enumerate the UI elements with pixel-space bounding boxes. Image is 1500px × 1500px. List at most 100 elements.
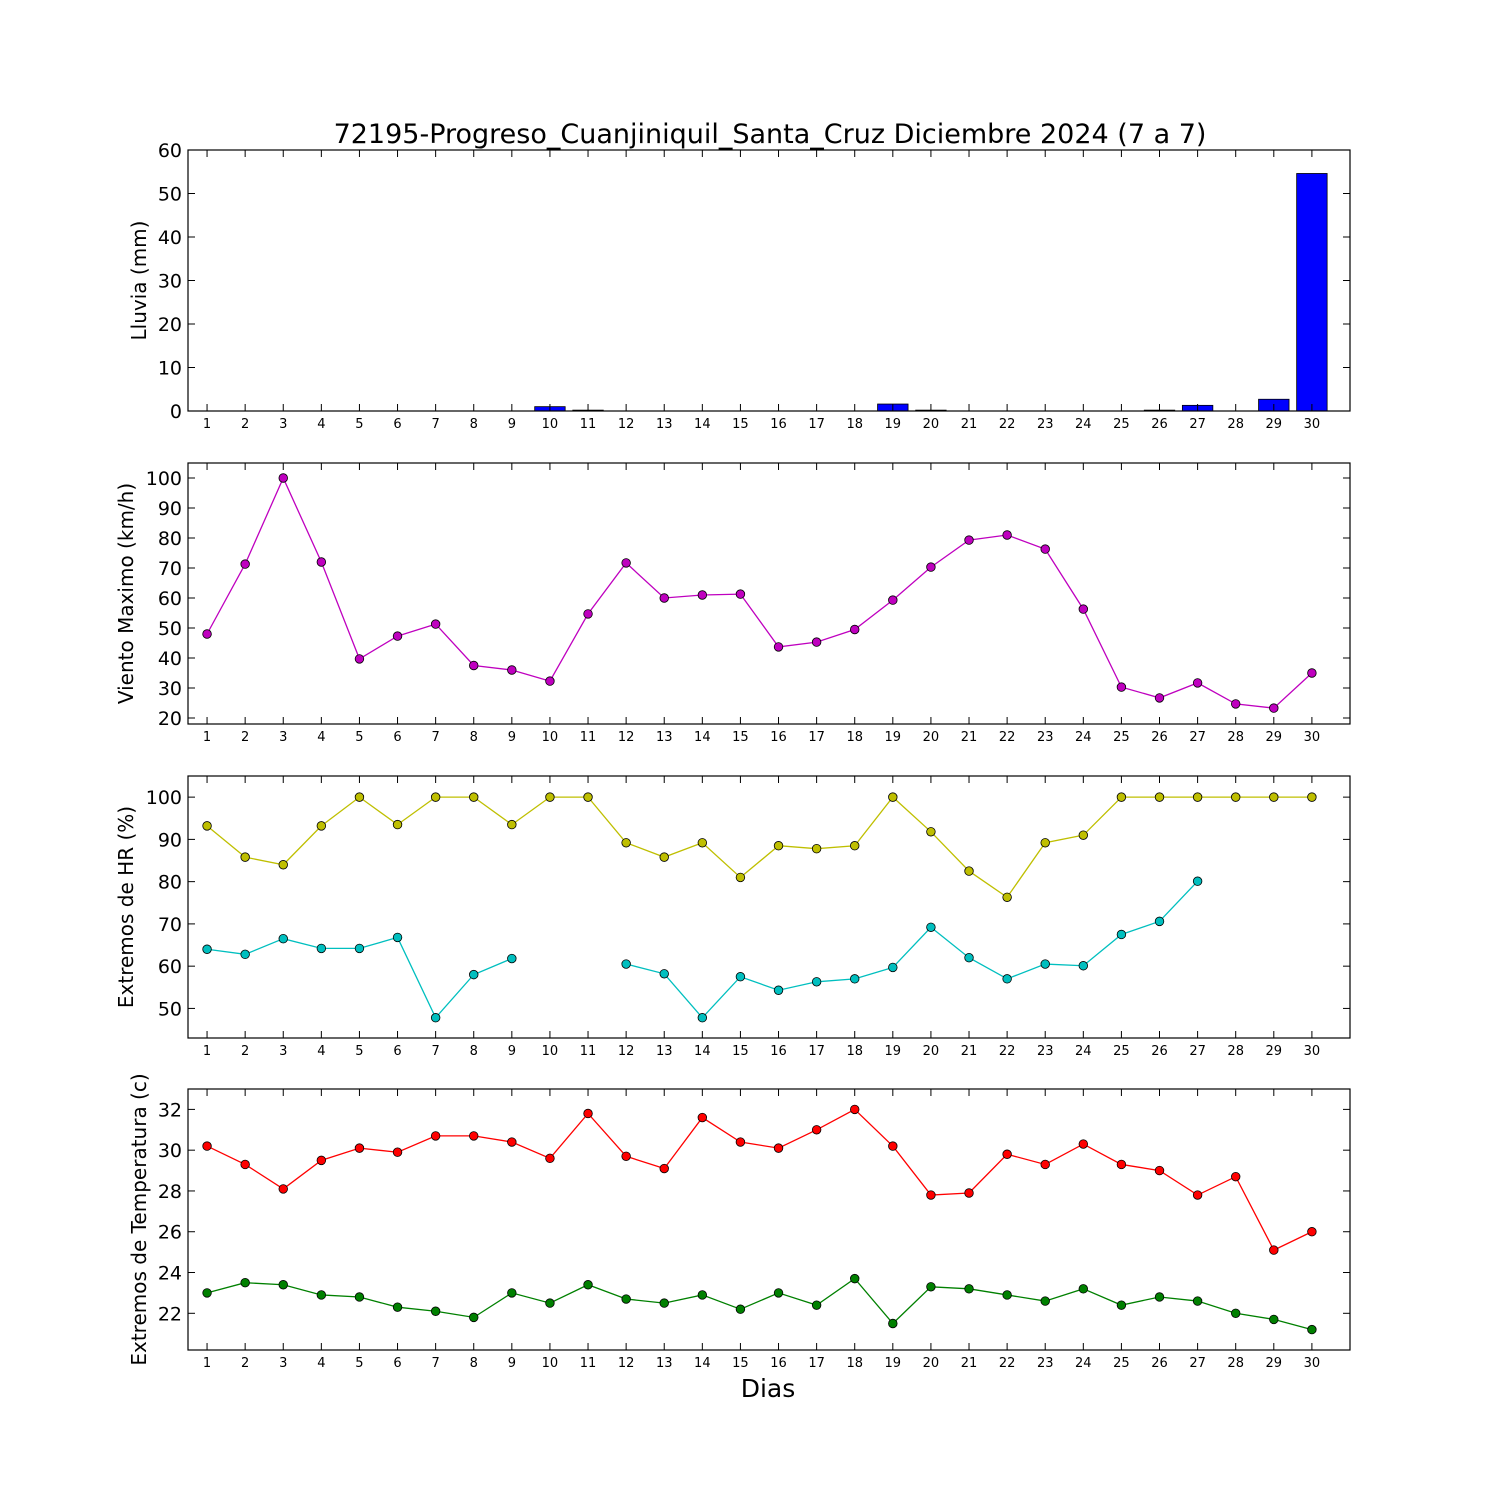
x-tick-label: 5	[355, 1356, 363, 1371]
series-1-point-day-26	[1154, 693, 1165, 703]
y-tick-label: 40	[158, 227, 182, 249]
x-tick-label: 26	[1151, 1356, 1168, 1371]
x-tick-label: 25	[1113, 1044, 1130, 1059]
x-tick-label: 18	[846, 1044, 863, 1059]
x-tick-label: 12	[618, 417, 635, 432]
series-1-point-day-9	[507, 819, 517, 830]
x-tick-label: 16	[770, 730, 787, 745]
x-tick-label: 20	[923, 417, 940, 432]
y-tick-label: 30	[158, 678, 182, 700]
x-tick-label: 14	[694, 1356, 711, 1371]
x-tick-label: 1	[203, 417, 211, 432]
x-tick-label: 29	[1266, 730, 1283, 745]
series-2-point-day-14	[697, 1013, 708, 1023]
y-tick-label: 40	[158, 648, 182, 670]
x-tick-label: 12	[618, 1044, 635, 1059]
x-tick-label: 6	[393, 417, 401, 432]
x-tick-label: 9	[508, 1044, 516, 1059]
x-tick-label: 19	[885, 417, 902, 432]
series-2-point-day-25	[1116, 929, 1127, 940]
series-1-point-day-24	[1078, 604, 1089, 614]
series-2-point-day-22	[1002, 974, 1012, 984]
x-tick-label: 26	[1151, 1044, 1168, 1059]
series-1-point-day-22	[1002, 530, 1012, 540]
x-tick-label: 24	[1075, 1044, 1092, 1059]
series-2-point-day-23	[1040, 959, 1050, 969]
series-1-line-1	[206, 476, 1313, 709]
series-1-point-day-12	[621, 558, 631, 568]
x-tick-label: 24	[1075, 1356, 1092, 1371]
chart-title: 72195-Progreso_Cuanjiniquil_Santa_Cruz D…	[334, 119, 1207, 150]
series-1-point-day-18	[850, 1104, 860, 1115]
series-1-point-day-15	[735, 589, 746, 599]
series-1-point-day-27	[1192, 792, 1203, 802]
x-tick-label: 11	[580, 1356, 597, 1371]
x-tick-label: 23	[1037, 730, 1054, 745]
x-tick-label: 30	[1304, 1356, 1321, 1371]
x-tick-label: 3	[279, 1356, 287, 1371]
series-1-point-day-14	[697, 1112, 708, 1123]
x-tick-label: 9	[508, 417, 516, 432]
series-2-point-day-14	[697, 1290, 708, 1300]
series-1-point-day-17	[811, 637, 822, 647]
x-tick-label: 11	[580, 730, 597, 745]
x-tick-label: 17	[808, 1044, 825, 1059]
series-2-line-2	[625, 880, 1199, 1019]
x-tick-label: 22	[999, 730, 1016, 745]
series-1-point-day-30	[1307, 792, 1317, 802]
series-1-point-day-16	[773, 1143, 784, 1153]
series-1-point-day-21	[964, 535, 974, 545]
series-2-point-day-12	[621, 959, 631, 969]
x-tick-label: 12	[618, 1356, 635, 1371]
x-tick-label: 29	[1266, 1044, 1283, 1059]
y-axis-label: Extremos de Temperatura (c)	[127, 1073, 151, 1365]
series-1-point-day-29	[1269, 792, 1279, 802]
series-1-point-day-1	[202, 629, 212, 639]
series-2-point-day-22	[1002, 1290, 1012, 1300]
x-tick-label: 24	[1075, 417, 1092, 432]
series-2-point-day-20	[926, 922, 936, 932]
series-1-point-day-22	[1002, 1149, 1012, 1159]
series-2-point-day-1	[202, 1288, 212, 1298]
x-tick-label: 14	[694, 1044, 711, 1059]
series-2-point-day-13	[659, 969, 669, 979]
plot-frame	[187, 462, 1351, 725]
series-1-point-day-7	[430, 619, 441, 629]
x-tick-label: 17	[808, 417, 825, 432]
x-tick-label: 13	[656, 1356, 673, 1371]
series-1-point-day-21	[964, 866, 974, 876]
y-tick-label: 22	[158, 1303, 182, 1325]
x-tick-label: 14	[694, 417, 711, 432]
series-2-point-day-25	[1116, 1300, 1127, 1310]
series-1-point-day-29	[1269, 1245, 1279, 1255]
series-2-point-day-26	[1154, 916, 1165, 927]
series-1-point-day-25	[1116, 792, 1127, 802]
x-tick-label: 10	[542, 730, 559, 745]
series-2-point-day-23	[1040, 1296, 1050, 1306]
x-tick-label: 28	[1227, 417, 1244, 432]
series-1-point-day-24	[1078, 1139, 1089, 1149]
x-tick-label: 19	[885, 1044, 902, 1059]
x-tick-label: 30	[1304, 730, 1321, 745]
series-2-point-day-9	[507, 953, 517, 964]
series-1-point-day-6	[392, 631, 403, 641]
y-tick-label: 24	[158, 1263, 182, 1285]
y-axis-label: Extremos de HR (%)	[114, 806, 138, 1008]
series-1-point-day-10	[545, 1153, 555, 1164]
series-2-point-day-4	[316, 1290, 327, 1300]
x-tick-label: 2	[241, 1356, 249, 1371]
y-tick-label: 90	[158, 498, 182, 520]
y-tick-label: 60	[158, 140, 182, 162]
series-2-point-day-3	[278, 1280, 288, 1290]
x-tick-label: 23	[1037, 417, 1054, 432]
series-1-point-day-9	[507, 1137, 517, 1147]
series-1-point-day-2	[240, 1159, 250, 1170]
series-2-point-day-13	[659, 1298, 669, 1308]
x-tick-label: 28	[1227, 1356, 1244, 1371]
x-tick-label: 20	[923, 1044, 940, 1059]
x-tick-label: 4	[317, 1356, 325, 1371]
x-tick-label: 4	[317, 417, 325, 432]
series-1-point-day-28	[1231, 1171, 1241, 1182]
